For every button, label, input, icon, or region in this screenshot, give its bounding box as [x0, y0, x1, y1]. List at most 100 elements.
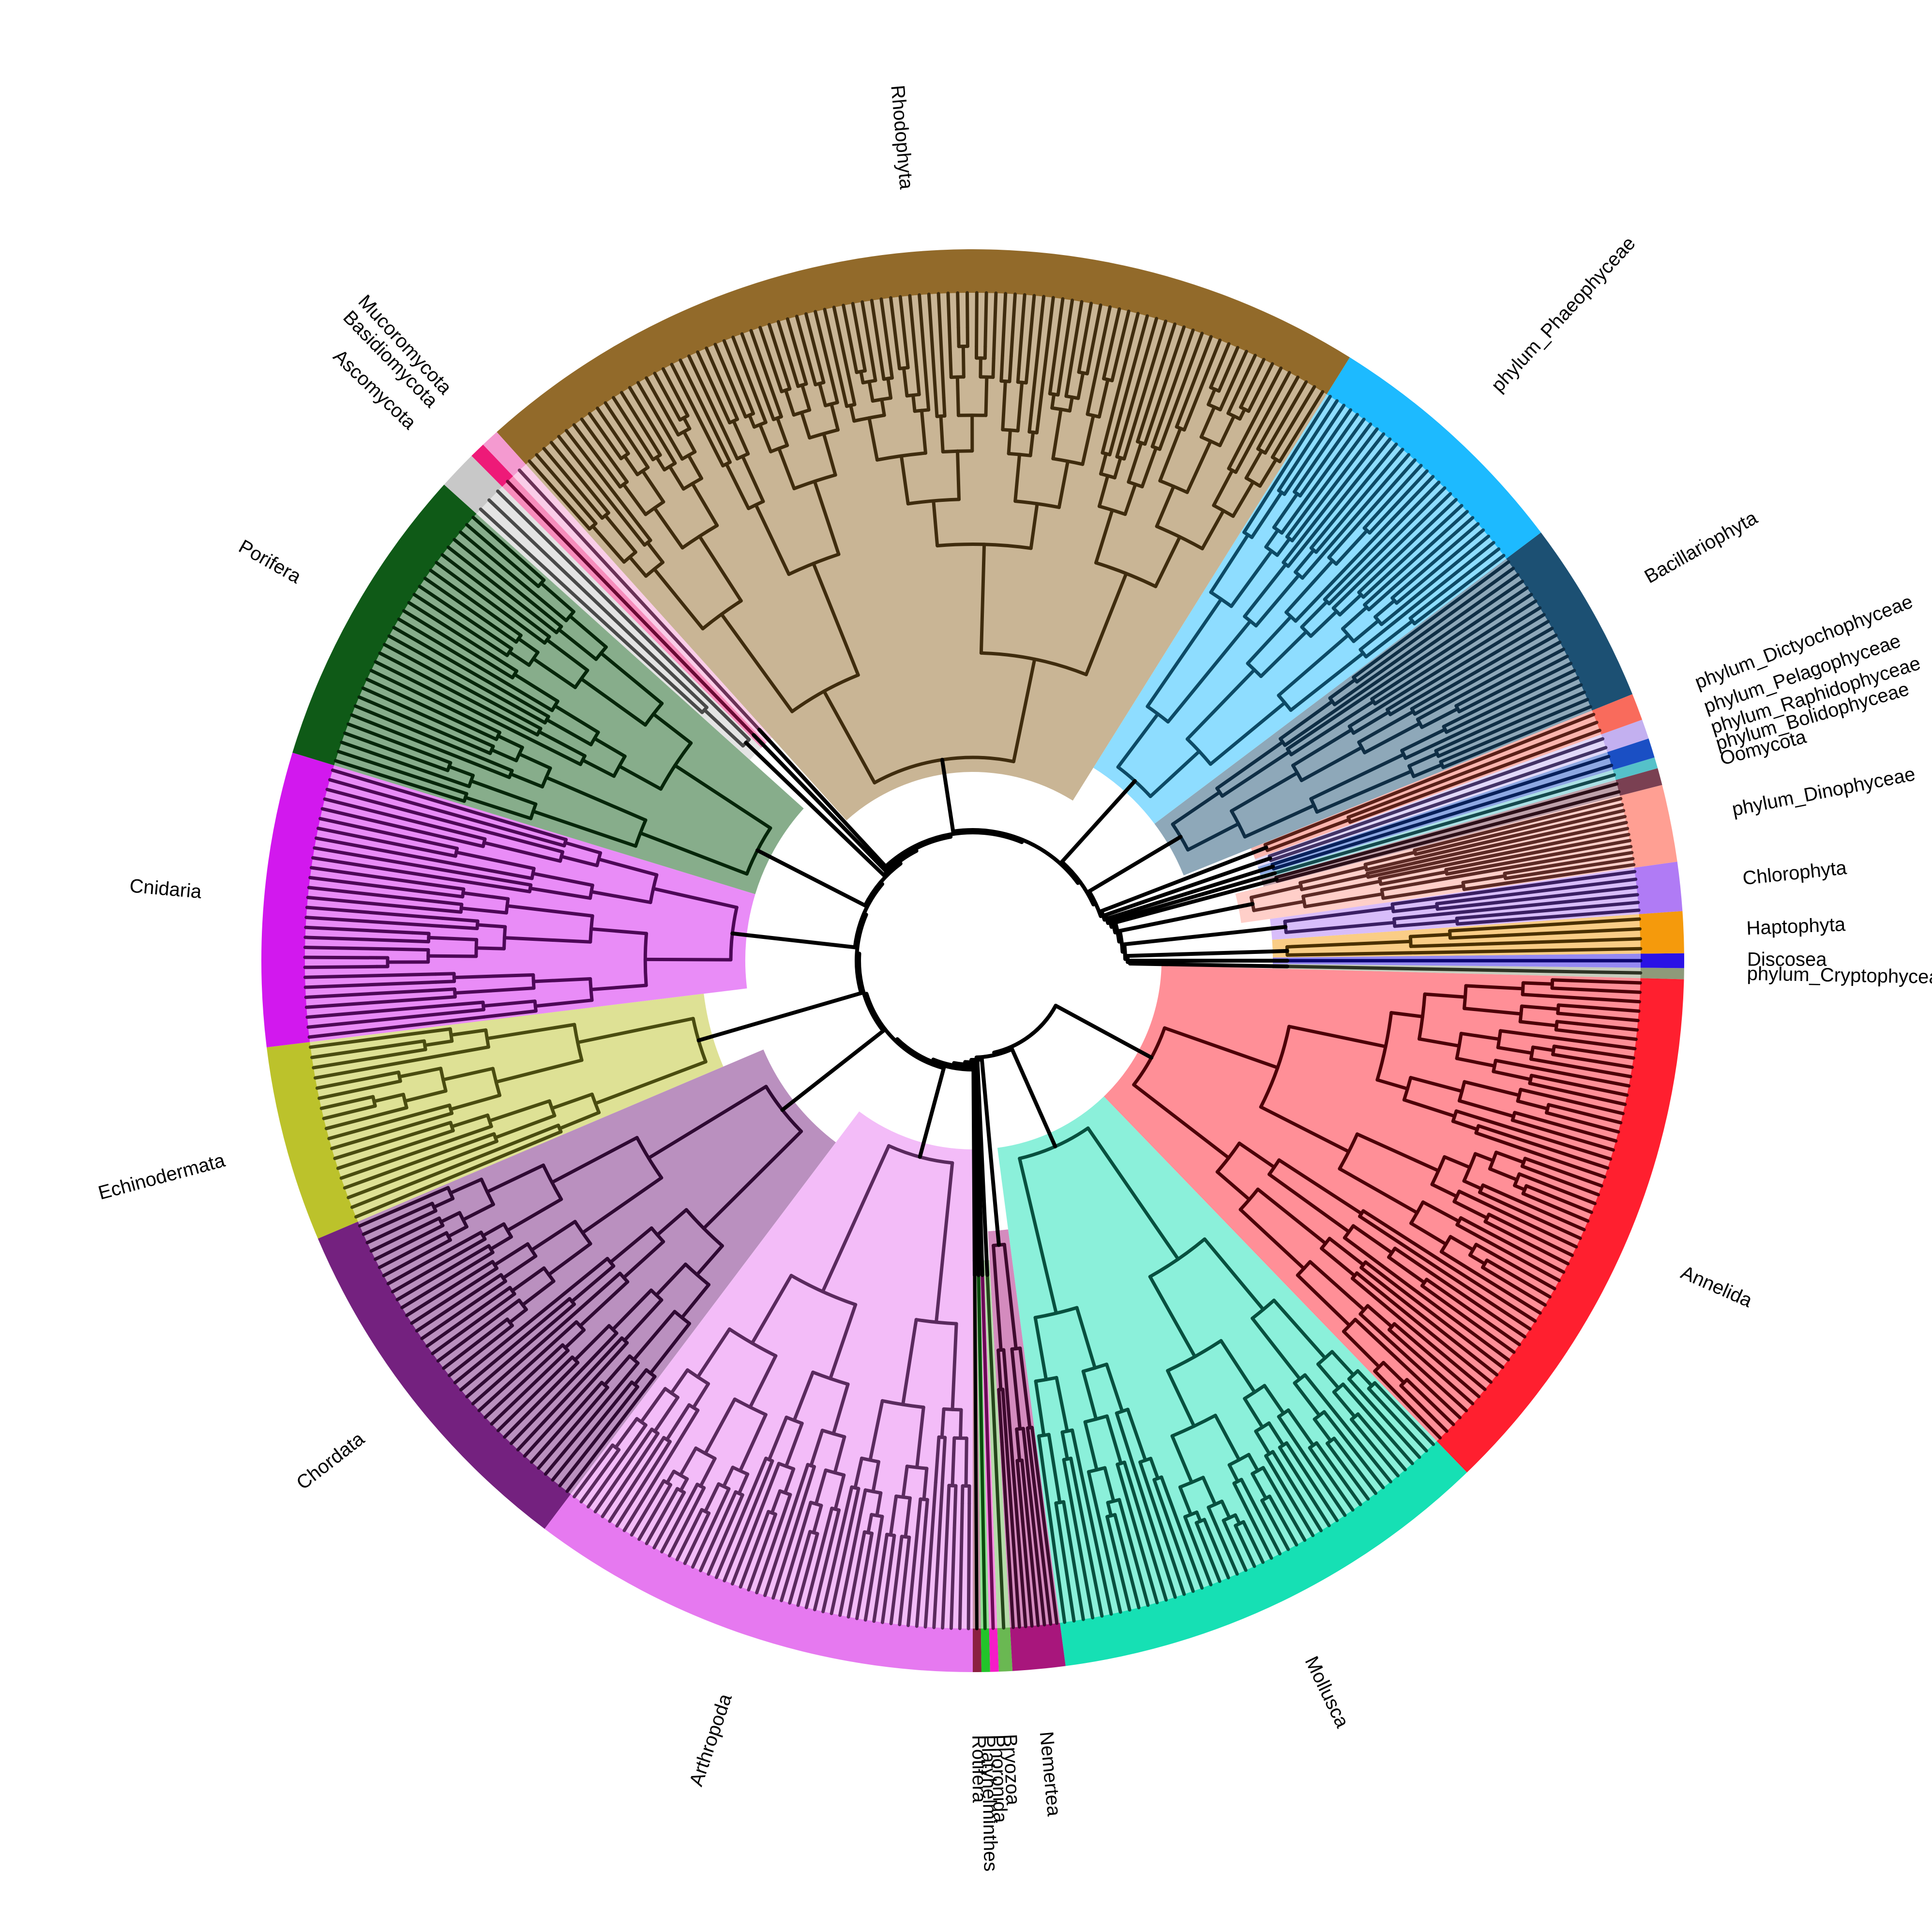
arthropoda-leaf-branch [579, 1456, 615, 1504]
arthropoda-internal-branch [904, 1496, 912, 1539]
phylum-pelagophyceae-stem [1254, 856, 1272, 865]
rhodophyta-internal-branch [1207, 387, 1217, 407]
porifera-leaf-branch [459, 530, 535, 595]
rhodophyta-internal-branch [904, 348, 910, 370]
rhodophyta-internal-branch [1086, 375, 1097, 416]
porifera-leaf-branch [407, 601, 503, 663]
phylum-phaeophyceae-internal-branch [1243, 562, 1288, 619]
chlorophyta-leaf-branch [1494, 885, 1639, 905]
annelida-leaf-branch [1513, 1235, 1570, 1266]
rhodophyta-internal-branch [1278, 445, 1290, 464]
echinodermata-internal-branch [363, 1104, 377, 1110]
chordata-leaf-branch [382, 1249, 431, 1278]
arthropoda-leaf-branch [755, 1515, 785, 1595]
arthropoda-internal-branch [655, 1436, 666, 1450]
chlorophyta-internal-branch [1391, 905, 1439, 913]
echinodermata-internal-branch [423, 1039, 454, 1047]
arthropoda-leaf-branch [615, 1451, 665, 1528]
arthropoda-internal-branch [605, 1443, 615, 1455]
annelida-leaf-branch [1532, 1196, 1590, 1223]
rhodophyta-internal-branch [867, 379, 875, 403]
annelida-internal-branch [1320, 1247, 1357, 1278]
echinodermata-leaf-branch [327, 1110, 427, 1140]
arthropoda-internal-branch [801, 1500, 813, 1531]
annelida-leaf-branch [1577, 1013, 1640, 1023]
annelida-internal-branch [1481, 1266, 1497, 1277]
bacillariophyta-internal-branch [1355, 660, 1386, 684]
cnidaria-leaf-branch [303, 955, 378, 960]
annelida-leaf-branch [1438, 1287, 1521, 1346]
rhodophyta-leaf-branch [1119, 314, 1149, 415]
arthropoda-internal-branch [636, 1427, 654, 1452]
rhodophyta-leaf-branch [1069, 300, 1084, 373]
porifera-internal-branch [539, 618, 558, 634]
phylum-phaeophyceae-leaf-branch [1382, 464, 1423, 508]
rhodophyta-internal-branch [1051, 408, 1063, 461]
bacillariophyta-leaf-branch [1336, 579, 1524, 711]
rhodophyta-internal-branch [1029, 502, 1039, 550]
mollusca-internal-branch [1018, 1157, 1058, 1315]
cnidaria-leaf-branch [307, 1015, 486, 1039]
arthropoda-internal-branch [922, 1466, 929, 1501]
arthropoda-leaf-branch [660, 1502, 689, 1554]
arthropoda-leaf-branch [872, 1561, 885, 1623]
echinodermata-internal-branch [423, 1103, 452, 1114]
bacillariophyta-leaf-branch [1425, 599, 1538, 672]
chordata-internal-branch [608, 1226, 653, 1264]
chlorophyta-clade-shading [1270, 867, 1639, 940]
chordata-internal-branch [489, 1235, 513, 1251]
annelida-leaf-branch [1394, 1284, 1505, 1369]
annelida-internal-branch [1366, 1304, 1394, 1328]
phylum-bolidophyceae-stem [1259, 871, 1277, 879]
cnidaria-leaf-branch [304, 997, 432, 1009]
arthropoda-internal-branch [901, 1318, 918, 1406]
annelida-internal-branch [1132, 1083, 1231, 1160]
nemertea-internal-branch [1018, 1346, 1032, 1430]
bacillariophyta-leaf-branch [1421, 619, 1550, 697]
annelida-internal-branch [1457, 1190, 1494, 1209]
chordata-internal-branch [603, 1354, 632, 1387]
rhodophyta-internal-branch [665, 449, 677, 465]
backbone-arc [857, 951, 886, 1033]
porifera-internal-branch [593, 737, 627, 758]
annelida-internal-branch [1496, 1045, 1534, 1055]
cnidaria-leaf-branch [316, 827, 408, 848]
cnidaria-internal-branch [441, 835, 485, 848]
cnidaria-internal-branch [482, 841, 562, 863]
cnidaria-internal-branch [563, 841, 603, 855]
annelida-leaf-branch [1577, 1005, 1641, 1013]
phylum-phaeophyceae-internal-branch [1264, 528, 1280, 549]
bacillariophyta-color-band [1506, 532, 1632, 710]
rhodophyta-internal-branch [604, 513, 637, 554]
annelida-internal-branch [1554, 1028, 1578, 1034]
porifera-internal-branch [618, 764, 663, 791]
rhodophyta-internal-branch [713, 449, 725, 468]
mollusca-leaf-branch [1247, 1531, 1265, 1564]
rhodophyta-internal-branch [1143, 418, 1155, 446]
cnidaria-leaf-branch [303, 965, 379, 969]
haptophyta-color-band [1639, 911, 1684, 954]
chordata-leaf-branch [442, 1325, 499, 1370]
bacillariophyta-internal-branch [1439, 748, 1471, 764]
annelida-leaf-branch [1575, 1022, 1639, 1032]
annelida-internal-branch [1350, 1277, 1371, 1294]
annelida-internal-branch [1375, 1078, 1409, 1091]
arthropoda-internal-branch [679, 1446, 698, 1477]
phylum-cryptophyceae-leaf-branch [1285, 965, 1643, 975]
phylum-phaeophyceae-internal-branch [1286, 525, 1322, 568]
backbone-branch [1110, 875, 1263, 922]
nemertea-leaf-branch [1038, 1484, 1059, 1625]
phylum-phaeophyceae-internal-branch [1314, 524, 1341, 554]
annelida-internal-branch [1358, 1214, 1384, 1233]
arthropoda-internal-branch [783, 1467, 796, 1494]
arthropoda-internal-branch [671, 1487, 679, 1499]
mollusca-leaf-branch [1157, 1492, 1195, 1593]
chlorophyta-internal-branch [1393, 919, 1459, 928]
oomycota-internal-branch [1275, 856, 1368, 883]
chordata-internal-branch [432, 1196, 455, 1209]
mollusca-internal-branch [1183, 1515, 1191, 1528]
bacillariophyta-leaf-branch [1441, 626, 1554, 693]
mollusca-leaf-branch [1131, 1463, 1177, 1599]
annelida-internal-branch [1455, 1223, 1476, 1236]
porifera-internal-branch [464, 796, 533, 820]
